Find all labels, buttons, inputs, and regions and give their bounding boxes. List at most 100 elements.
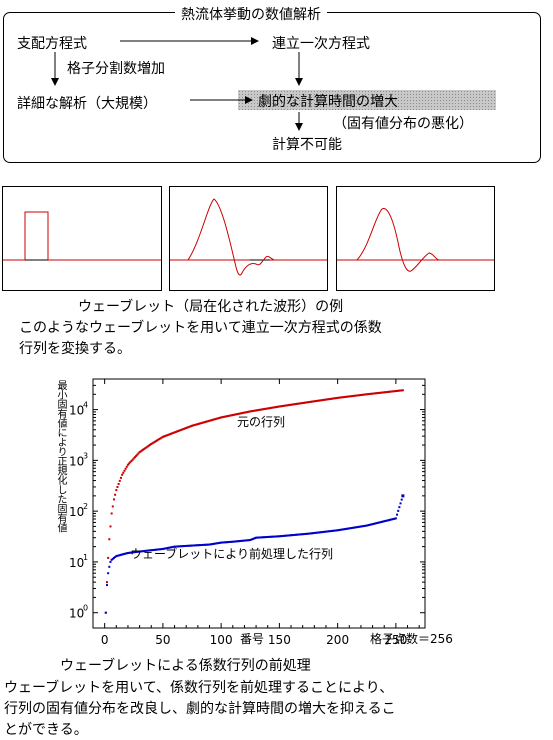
original-series-point <box>382 391 385 394</box>
original-series-point <box>187 426 190 429</box>
preconditioned-series-point <box>266 535 269 538</box>
original-series-point <box>368 393 371 396</box>
original-series-point <box>351 395 354 398</box>
original-series-point <box>355 394 358 397</box>
original-series-point <box>272 406 275 409</box>
wavelet-caption: ウェーブレット（局在化された波形）の例 <box>78 299 344 315</box>
preconditioned-series-point <box>174 545 177 548</box>
preconditioned-series-point <box>358 525 361 528</box>
preconditioned-series-point <box>166 547 169 550</box>
original-series-point <box>378 391 381 394</box>
preconditioned-series-point <box>320 531 323 534</box>
preconditioned-series-point <box>165 547 168 550</box>
original-series-point <box>356 394 359 397</box>
original-series-point <box>299 402 302 405</box>
preconditioned-series-point <box>337 529 340 532</box>
preconditioned-series-point <box>121 553 124 556</box>
original-series-point <box>171 432 174 435</box>
original-series-point <box>232 413 235 416</box>
original-series-point <box>215 417 218 420</box>
original-series-point <box>361 393 364 396</box>
original-series-point <box>389 390 392 393</box>
original-series-point <box>165 434 168 437</box>
original-series-point <box>369 392 372 395</box>
original-series-point <box>243 411 246 414</box>
preconditioned-series-point <box>345 527 348 530</box>
original-series-point <box>358 394 361 397</box>
preconditioned-series-point <box>279 535 282 538</box>
preconditioned-series-point <box>324 530 327 533</box>
preconditioned-series-point <box>135 550 138 553</box>
original-series-point <box>170 432 173 435</box>
preconditioned-series-point <box>262 536 265 539</box>
original-series-point <box>293 403 296 406</box>
preconditioned-series-point <box>201 543 204 546</box>
preconditioned-series-point <box>359 525 362 528</box>
preconditioned-series-point <box>377 521 380 524</box>
preconditioned-series-point <box>112 556 115 559</box>
original-series-point <box>393 390 396 393</box>
preconditioned-series-point <box>229 540 232 543</box>
preconditioned-series-point <box>399 502 402 505</box>
preconditioned-series-point <box>311 532 314 535</box>
original-series-point <box>284 404 287 407</box>
original-series-point <box>271 406 274 409</box>
original-series-point <box>218 416 221 419</box>
preconditioned-series-point <box>208 543 211 546</box>
original-series-point <box>333 397 336 400</box>
original-series-point <box>294 403 297 406</box>
preconditioned-series-point <box>110 558 113 561</box>
preconditioned-series-point <box>342 528 345 531</box>
preconditioned-series-point <box>152 548 155 551</box>
original-series-point <box>347 395 350 398</box>
wavelet-wave <box>170 198 327 276</box>
original-series-point <box>386 390 389 393</box>
original-series-point <box>143 447 146 450</box>
preconditioned-series-point <box>195 544 198 547</box>
preconditioned-series-point <box>334 529 337 532</box>
preconditioned-series-point <box>188 544 191 547</box>
preconditioned-series-point <box>179 545 182 548</box>
preconditioned-series-point <box>256 536 259 539</box>
preconditioned-series-point <box>308 532 311 535</box>
grid-refine-label: 格子分割数増加 <box>67 61 165 77</box>
original-series-point <box>316 399 319 402</box>
original-series-point <box>306 401 309 404</box>
preconditioned-series-point <box>203 543 206 546</box>
original-series-point <box>297 402 300 405</box>
preconditioned-series-point <box>200 544 203 547</box>
preconditioned-series-point <box>227 541 230 544</box>
original-series-point <box>130 459 133 462</box>
preconditioned-series-point <box>235 540 238 543</box>
preconditioned-series-point <box>354 526 357 529</box>
preconditioned-series-point <box>378 521 381 524</box>
flow-diagram-box <box>3 12 541 163</box>
preconditioned-series-point <box>263 536 266 539</box>
chart-ylabel: 最小固有値により正規化した固有値 <box>55 380 66 532</box>
original-series-point <box>149 443 152 446</box>
preconditioned-series-point <box>156 548 159 551</box>
preconditioned-series-point <box>129 551 132 554</box>
original-series-point <box>241 412 244 415</box>
original-series-point <box>105 581 108 584</box>
preconditioned-series-point <box>269 535 272 538</box>
original-series-point <box>267 407 270 410</box>
preconditioned-series-point <box>111 557 114 560</box>
original-series-point <box>182 427 185 430</box>
preconditioned-series-point <box>350 527 353 530</box>
original-series-point <box>383 391 386 394</box>
original-series-point <box>345 395 348 398</box>
preconditioned-series-point <box>273 535 276 538</box>
original-series-point <box>304 401 307 404</box>
wavelet-desc-line1: このようなウェーブレットを用いて連立一次方程式の係数 <box>19 320 382 336</box>
original-series-point <box>245 411 248 414</box>
preconditioned-series-point <box>180 545 183 548</box>
preconditioned-series-point <box>170 546 173 549</box>
preconditioned-series-point <box>298 533 301 536</box>
original-series-point <box>118 479 121 482</box>
original-series-point <box>301 402 304 405</box>
original-series-point <box>177 430 180 433</box>
preconditioned-series-point <box>278 535 281 538</box>
preconditioned-series-point <box>371 523 374 526</box>
original-series-point <box>278 405 281 408</box>
